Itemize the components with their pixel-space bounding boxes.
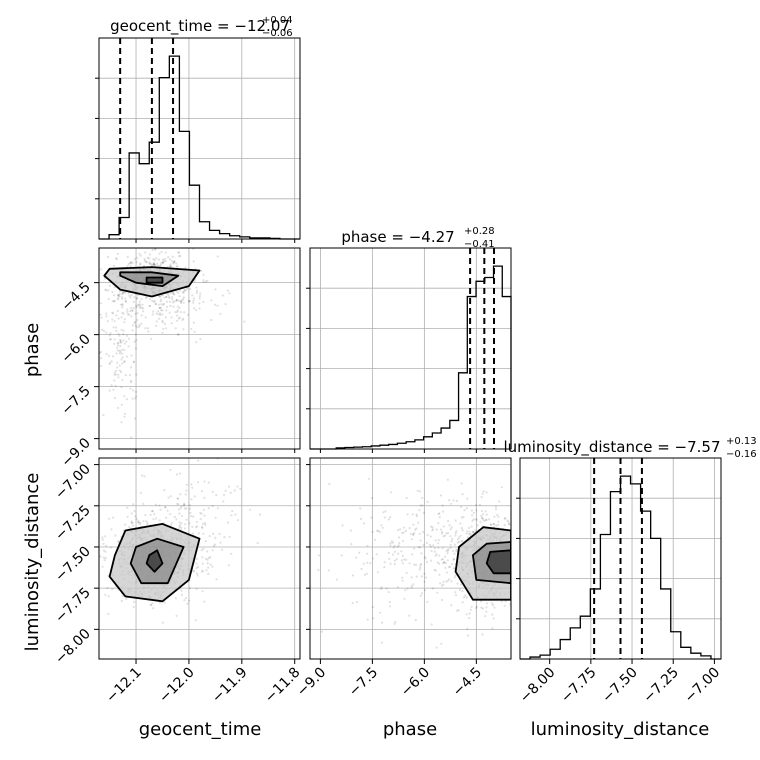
title-geocent-time-plus: +0.04 <box>262 15 293 26</box>
y-tick-label-phase: −4.5 <box>58 279 93 314</box>
x-tick-label-luminosity_distance: −7.00 <box>682 665 724 707</box>
contours-luminosity_distance-vs-geocent_time <box>108 523 201 603</box>
y-tick-label-luminosity_distance: −7.75 <box>52 585 94 627</box>
contour-level-0 <box>454 526 511 601</box>
y-tick-label-luminosity_distance: −7.25 <box>52 502 94 544</box>
grid-phase-phase <box>310 248 511 449</box>
title-luminosity-distance-plus: +0.13 <box>726 436 757 447</box>
y-tick-label-phase: −7.5 <box>58 383 93 418</box>
y-tick-label-phase: −9.0 <box>58 435 93 470</box>
y-tick-label-phase: −6.0 <box>58 331 93 366</box>
x-axis-label-phase: phase <box>383 719 437 740</box>
x-tick-label-phase: −4.5 <box>450 665 485 700</box>
title-luminosity-distance-minus: −0.16 <box>726 449 757 460</box>
contour-level-1 <box>471 541 511 585</box>
title-phase-minus: −0.41 <box>464 239 495 250</box>
x-tick-label-luminosity_distance: −7.50 <box>599 665 641 707</box>
x-tick-label-luminosity_distance: −7.75 <box>558 665 600 707</box>
x-axis-label-luminosity-distance: luminosity_distance <box>531 719 710 740</box>
y-axis-label-luminosity-distance: luminosity_distance <box>22 473 43 652</box>
x-tick-label-phase: −6.0 <box>398 665 433 700</box>
frame-phase-geocent_time <box>98 247 301 450</box>
x-tick-label-phase: −7.5 <box>346 665 381 700</box>
title-phase: phase = −4.27 <box>341 228 454 246</box>
contour-level-1 <box>119 271 180 288</box>
x-tick-label-geocent_time: −11.9 <box>209 665 251 707</box>
frame-luminosity_distance-geocent_time <box>98 457 301 660</box>
density-luminosity_distance-vs-geocent_time <box>109 523 200 602</box>
x-axis-label-geocent-time: geocent_time <box>139 719 262 740</box>
title-geocent-time-minus: −0.06 <box>262 28 293 39</box>
grid-luminosity_distance-phase <box>310 458 511 659</box>
contour-level-2 <box>145 549 164 573</box>
contour-level-0 <box>103 266 201 298</box>
frame-phase-phase <box>309 247 512 450</box>
title-phase-plus: +0.28 <box>464 226 495 237</box>
contour-level-2 <box>145 276 164 284</box>
x-tick-label-geocent_time: −12.1 <box>103 665 145 707</box>
panel-phase-phase <box>310 248 511 449</box>
x-tick-label-luminosity_distance: −7.25 <box>640 665 682 707</box>
frame-geocent_time-geocent_time <box>98 37 301 240</box>
grid-luminosity_distance-luminosity_distance <box>520 458 721 659</box>
frame-luminosity_distance-phase <box>309 457 512 660</box>
y-tick-label-luminosity_distance: −8.00 <box>52 626 94 668</box>
title-geocent-time: geocent_time = −12.07 <box>110 17 290 36</box>
y-tick-label-luminosity_distance: −7.00 <box>52 461 94 503</box>
contour-level-0 <box>108 523 201 603</box>
x-tick-label-luminosity_distance: −8.00 <box>517 665 559 707</box>
frame-luminosity_distance-luminosity_distance <box>519 457 722 660</box>
x-tick-label-phase: −9.0 <box>294 665 329 700</box>
x-tick-label-geocent_time: −12.0 <box>156 665 198 707</box>
contours-phase-vs-geocent_time <box>103 266 201 298</box>
histogram-geocent_time <box>99 55 300 240</box>
contour-level-2 <box>485 549 511 575</box>
contour-level-1 <box>129 537 185 585</box>
contours-luminosity_distance-vs-phase <box>454 526 511 601</box>
y-axis-label-phase: phase <box>22 323 43 377</box>
histogram-phase <box>310 265 512 450</box>
y-tick-label-luminosity_distance: −7.50 <box>52 543 94 585</box>
title-luminosity-distance: luminosity_distance = −7.57 <box>503 438 720 457</box>
